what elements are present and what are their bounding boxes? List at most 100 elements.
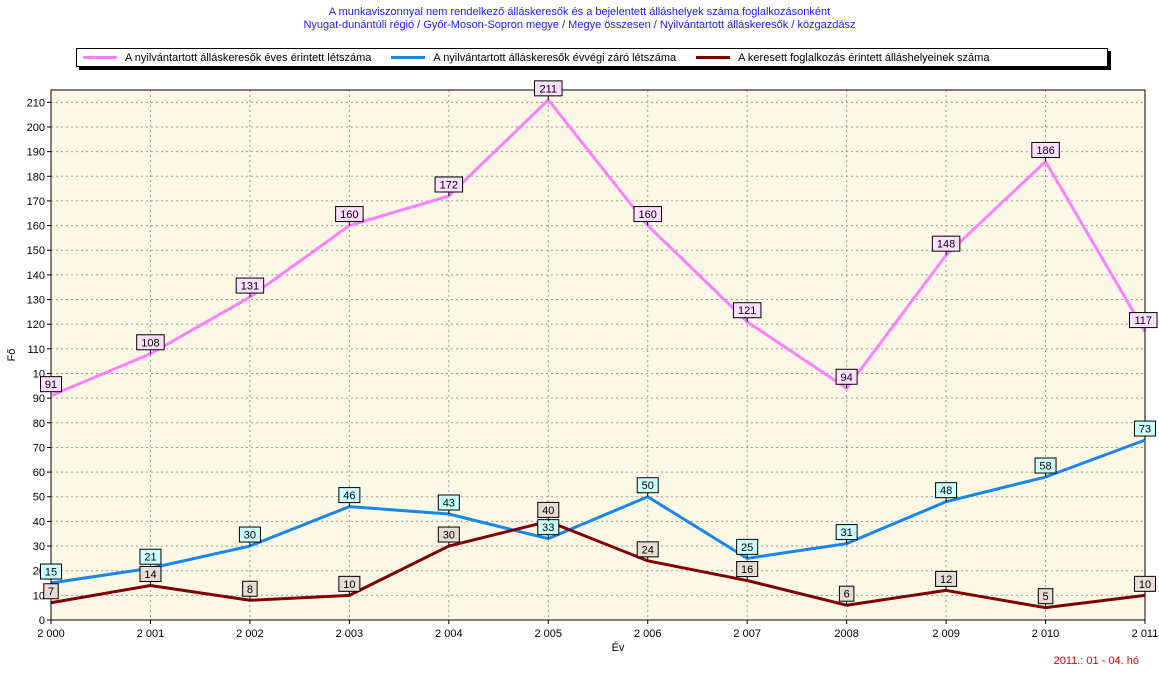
plot-border <box>50 89 1146 621</box>
x-tick-label: 2 009 <box>932 628 960 640</box>
legend: A nyilvántartott álláskeresők éves érint… <box>76 48 1108 67</box>
data-label-box <box>139 548 162 565</box>
data-label-box <box>537 501 560 518</box>
y-axis-label: Fő <box>6 349 18 362</box>
data-label-box <box>636 541 659 558</box>
data-label-box <box>1031 141 1060 158</box>
plot-area <box>51 90 1145 620</box>
data-label-box <box>838 585 855 602</box>
y-tick-label: 110 <box>27 344 45 356</box>
legend-swatch-1 <box>83 56 117 59</box>
legend-item-series-1: A nyilvántartott álláskeresők éves érint… <box>83 52 371 64</box>
data-label-box <box>935 482 958 499</box>
data-label: 14 <box>144 569 156 581</box>
data-label-box <box>835 524 858 541</box>
x-tick-label: 2 011 <box>1132 628 1159 640</box>
data-label: 10 <box>1139 579 1151 591</box>
data-label-box <box>636 477 659 494</box>
series-line-3 <box>50 519 1146 610</box>
data-label-box <box>437 494 460 511</box>
y-tick-label: 200 <box>27 122 45 134</box>
data-label: 5 <box>1042 591 1048 603</box>
legend-label-2: A nyilvántartott álláskeresők évvégi zár… <box>433 51 677 64</box>
data-label-box <box>335 206 364 223</box>
legend-label-3: A keresett foglalkozás érintett álláshel… <box>738 51 990 64</box>
data-label-box <box>139 565 162 582</box>
legend-item-series-3: A keresett foglalkozás érintett álláshel… <box>696 52 989 64</box>
y-tick-label: 30 <box>33 541 45 553</box>
data-label-box <box>434 176 464 193</box>
data-label-box <box>736 538 759 555</box>
chart-title: A munkaviszonnyal nem rendelkező álláske… <box>328 6 831 18</box>
series-line-1 <box>50 98 1147 398</box>
data-label: 50 <box>642 480 654 492</box>
data-label: 148 <box>937 239 955 251</box>
y-tick-label: 120 <box>27 319 45 331</box>
data-label: 91 <box>45 379 57 391</box>
x-tick-label: 2 000 <box>37 628 65 640</box>
footnote: 2011.: 01 - 04. hó <box>1053 655 1139 667</box>
chart-subtitle: Nyugat-dunántúli régió / Győr-Moson-Sopr… <box>303 19 856 31</box>
data-label: 160 <box>340 209 358 221</box>
data-label: 30 <box>244 530 256 542</box>
data-label-box <box>633 206 662 223</box>
data-label: 94 <box>841 372 853 384</box>
y-tick-label: 160 <box>27 221 45 233</box>
data-label-box <box>437 526 460 543</box>
legend-swatch-2 <box>391 56 426 59</box>
x-tick-label: 2 010 <box>1032 628 1060 640</box>
data-label: 40 <box>542 505 554 517</box>
data-label: 48 <box>940 485 952 497</box>
data-label: 31 <box>841 527 853 539</box>
data-label: 160 <box>639 209 657 221</box>
x-tick-label: 2 002 <box>236 628 264 640</box>
y-tick-label: 190 <box>27 147 45 159</box>
x-tick-label: 2 003 <box>336 628 364 640</box>
data-label-box <box>534 80 563 97</box>
data-label: 43 <box>443 498 455 510</box>
data-label: 33 <box>542 522 554 534</box>
y-tick-label: 50 <box>33 492 45 504</box>
data-label: 131 <box>241 281 259 293</box>
data-label-box <box>242 580 258 597</box>
legend-label-1: A nyilvántartott álláskeresők éves érint… <box>125 51 372 64</box>
data-label: 186 <box>1036 145 1054 157</box>
data-label: 30 <box>443 530 455 542</box>
data-label-box <box>238 526 261 543</box>
data-label-box <box>1134 420 1156 437</box>
data-label: 21 <box>144 552 156 564</box>
y-tick-label: 150 <box>27 245 45 257</box>
y-tick-label: 130 <box>27 295 45 307</box>
y-tick-label: 90 <box>33 393 45 405</box>
data-label-box <box>935 570 958 587</box>
data-label: 172 <box>440 180 458 192</box>
data-label-box <box>40 376 62 393</box>
data-label: 8 <box>247 584 253 596</box>
data-label: 6 <box>844 589 850 601</box>
x-tick-label: 2 007 <box>733 628 761 640</box>
data-label: 7 <box>48 586 54 598</box>
data-label-box <box>1129 312 1158 329</box>
data-label: 10 <box>343 579 355 591</box>
data-label-box <box>736 561 759 578</box>
y-tick-label: 60 <box>33 467 45 479</box>
data-label: 211 <box>539 83 557 95</box>
data-label: 46 <box>343 490 355 502</box>
data-label: 108 <box>141 337 159 349</box>
data-label: 15 <box>45 567 57 579</box>
data-label: 121 <box>738 305 756 317</box>
x-tick-label: 2 004 <box>435 628 463 640</box>
data-label-box <box>732 302 762 319</box>
legend-item-series-2: A nyilvántartott álláskeresők évvégi zár… <box>391 52 676 64</box>
series-line-2 <box>50 438 1146 585</box>
data-label: 12 <box>940 574 952 586</box>
x-axis-label: Év <box>612 641 625 654</box>
data-label-box <box>40 563 62 580</box>
y-tick-label: 10 <box>33 590 45 602</box>
x-tick-label: 2 001 <box>137 628 165 640</box>
data-label-box <box>338 575 361 592</box>
data-label: 25 <box>741 542 753 554</box>
data-label-box <box>338 487 361 504</box>
x-tick-label: 2 005 <box>535 628 563 640</box>
